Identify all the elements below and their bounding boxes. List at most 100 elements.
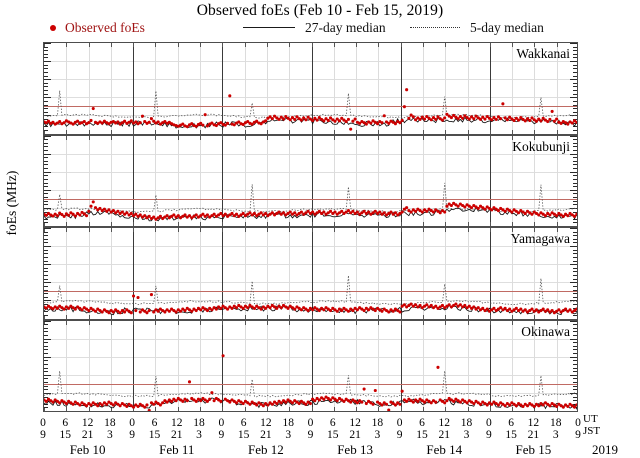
- gridline-vertical: [356, 320, 358, 411]
- observed-data-point: [369, 212, 373, 216]
- observed-data-point: [416, 116, 420, 120]
- observed-data-point: [478, 308, 483, 312]
- gridline-vertical: [467, 228, 469, 319]
- x-tick: [556, 43, 558, 47]
- observed-data-point: [80, 400, 84, 404]
- observed-data-point: [418, 303, 422, 308]
- x-tick: [489, 129, 491, 134]
- observed-data-point: [534, 119, 539, 123]
- observed-data-point: [378, 308, 382, 312]
- x-tick: [266, 222, 268, 226]
- x-tick: [556, 314, 558, 319]
- observed-data-point: [398, 211, 402, 215]
- observed-data-point: [337, 119, 342, 123]
- observed-data-point: [286, 306, 290, 310]
- observed-data-point: [487, 309, 492, 313]
- x-tick-label-jst: 15: [416, 428, 428, 441]
- panel-okinawa: 0510152025Okinawa: [43, 319, 578, 412]
- observed-data-point: [199, 121, 203, 125]
- gridline-vertical: [378, 135, 380, 226]
- observed-data-point: [541, 116, 545, 120]
- observed-data-point: [107, 122, 111, 126]
- observed-data-point: [210, 308, 214, 312]
- day-separator: [489, 43, 491, 134]
- x-tick-label-ut: 6: [240, 417, 247, 429]
- x-tick: [289, 320, 291, 325]
- x-tick: [155, 43, 157, 47]
- x-tick: [556, 228, 558, 232]
- observed-data-point: [328, 397, 333, 401]
- observed-data-point: [288, 304, 292, 308]
- x-tick: [66, 314, 68, 319]
- observed-data-point: [340, 116, 344, 120]
- y-tick: [573, 139, 577, 141]
- x-tick-label-jst: 3: [374, 428, 381, 441]
- observed-data-point: [273, 212, 277, 216]
- observed-data-point: [431, 306, 436, 310]
- observed-data-point: [93, 309, 98, 313]
- x-tick-label: 6 15: [320, 417, 346, 441]
- x-tick: [467, 314, 469, 319]
- y-tick: [44, 75, 48, 77]
- x-tick-label-jst: 3: [463, 428, 470, 441]
- observed-data-point: [546, 120, 550, 124]
- observed-data-point: [91, 199, 95, 203]
- x-tick: [445, 43, 447, 47]
- observed-data-point: [393, 402, 397, 407]
- y-tick: [573, 68, 577, 70]
- y-tick: [44, 46, 48, 48]
- observed-data-point: [264, 306, 268, 310]
- gridline-vertical: [289, 43, 291, 134]
- observed-data-point: [541, 212, 545, 216]
- observed-data-point: [566, 122, 570, 126]
- observed-data-point: [293, 398, 297, 402]
- observed-data-point: [407, 303, 411, 308]
- observed-data-point: [517, 401, 521, 405]
- observed-data-point: [165, 213, 169, 217]
- y-tick: [44, 119, 48, 121]
- observed-data-point: [494, 117, 498, 121]
- observed-data-point: [458, 400, 462, 404]
- observed-data-point: [317, 308, 321, 313]
- observed-data-point: [201, 306, 205, 310]
- observed-data-point: [268, 212, 272, 216]
- observed-data-point: [84, 403, 89, 407]
- observed-data-point: [306, 308, 310, 313]
- observed-data-point: [391, 212, 395, 216]
- x-tick: [356, 320, 358, 325]
- y-tick: [570, 79, 577, 81]
- observed-data-point: [51, 213, 55, 218]
- plot-area: 0510152025Wakkanai0510152025Kokubunji051…: [43, 42, 578, 413]
- gridline-vertical: [333, 320, 335, 411]
- observed-data-point: [501, 102, 505, 106]
- observed-data-point: [389, 400, 393, 404]
- day-separator: [489, 320, 491, 411]
- observed-data-point: [82, 306, 86, 310]
- day-separator: [400, 228, 402, 319]
- observed-data-point: [51, 400, 55, 404]
- observed-data-point: [340, 397, 344, 401]
- observed-data-point: [317, 209, 321, 213]
- x-tick: [266, 320, 268, 325]
- gridline-vertical: [422, 135, 424, 226]
- y-axis-label: foEs (MHz): [4, 170, 19, 236]
- observed-data-point: [564, 307, 568, 311]
- observed-data-point: [387, 310, 391, 314]
- y-tick: [44, 86, 48, 88]
- observed-data-point: [111, 402, 115, 407]
- observed-data-point: [476, 400, 480, 404]
- observed-data-point: [219, 121, 223, 125]
- observed-data-point: [409, 209, 413, 214]
- observed-data-point: [264, 401, 268, 405]
- x-tick: [88, 314, 90, 319]
- x-tick: [400, 129, 402, 134]
- x-tick: [110, 228, 112, 232]
- observed-data-point: [559, 121, 563, 125]
- observed-data-point: [100, 121, 104, 125]
- observed-data-point: [158, 307, 162, 311]
- observed-data-point: [120, 308, 124, 313]
- observed-data-point: [431, 116, 436, 120]
- x-tick: [489, 228, 491, 232]
- observed-data-point: [120, 209, 124, 214]
